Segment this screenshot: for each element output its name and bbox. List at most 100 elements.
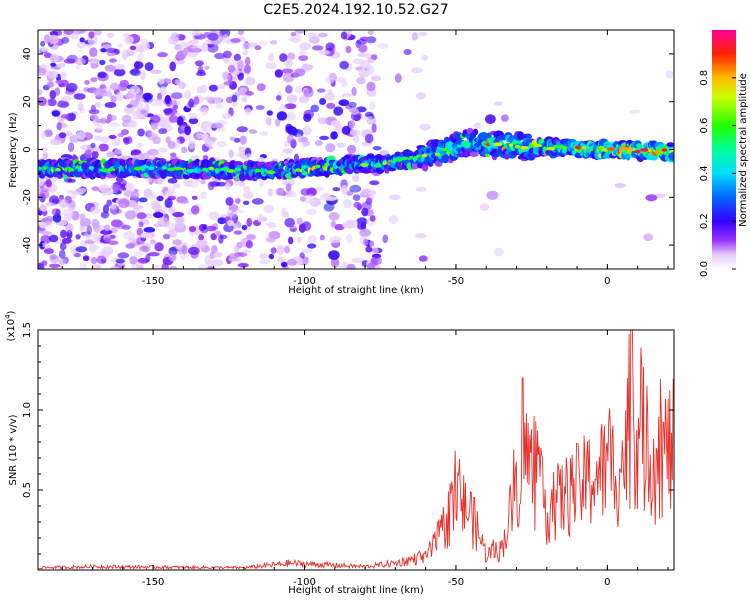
spectrogram-ridge-core xyxy=(619,146,629,151)
spectrogram-noise-blob xyxy=(486,190,499,200)
spectrogram-noise-blob xyxy=(359,228,372,237)
spectrogram-noise-blob xyxy=(285,85,293,94)
spectrogram-noise-blob xyxy=(352,174,360,183)
spectrogram-noise-blob xyxy=(302,125,312,136)
spectrogram-noise-blob xyxy=(112,184,124,193)
spectrogram-noise-blob xyxy=(77,40,86,49)
spectrogram-heatmap xyxy=(38,30,674,269)
spectrogram-noise-blob xyxy=(65,223,74,233)
spectrogram-noise-blob xyxy=(255,105,265,110)
spectrogram-noise-blob xyxy=(94,101,102,108)
spectrogram-noise-blob xyxy=(304,194,316,204)
spectrogram-noise-blob xyxy=(206,225,217,232)
spectrogram-noise-blob xyxy=(45,179,52,188)
spectrogram-noise-blob xyxy=(84,149,92,159)
spectrogram-noise-blob xyxy=(188,117,199,125)
spectrogram-noise-blob xyxy=(157,217,170,227)
spectrogram-noise-blob xyxy=(110,95,117,104)
spectrogram-noise-blob xyxy=(156,92,162,101)
spectrogram-noise-blob xyxy=(133,61,144,69)
spectrogram-noise-blob xyxy=(148,98,159,107)
spectrogram-noise-blob xyxy=(60,114,69,119)
spectrogram-noise-blob xyxy=(236,126,248,133)
spectrogram-noise-blob xyxy=(319,97,327,106)
snr-scale-label: (x104) xyxy=(4,310,17,341)
spectrogram-noise-blob xyxy=(124,35,134,45)
spectrogram-noise-blob xyxy=(303,88,314,98)
spectrogram-noise-blob xyxy=(139,109,149,116)
spectrogram-noise-blob xyxy=(485,114,496,124)
spectrogram-noise-blob xyxy=(188,39,200,45)
spectrogram-noise-blob xyxy=(284,245,291,254)
spectrogram-noise-blob xyxy=(207,181,215,191)
spectrogram-noise-blob xyxy=(364,133,374,144)
spectrogram-noise-blob xyxy=(317,117,329,125)
spectrogram-noise-blob xyxy=(369,101,376,110)
spectrogram-ridge-core xyxy=(434,152,441,157)
spectrogram-noise-blob xyxy=(315,186,325,191)
spectrogram-noise-blob xyxy=(183,90,191,100)
spectrogram-noise-blob xyxy=(167,141,176,149)
spectrogram-noise-blob xyxy=(301,248,313,253)
spectrogram-noise-blob xyxy=(296,236,302,243)
spectrogram-axes: -150 -100 -50 0 -40 -20 0 20 40 xyxy=(22,29,674,287)
spectrogram-noise-blob xyxy=(75,57,86,66)
spectrogram-noise-blob xyxy=(371,123,377,133)
spectrogram-noise-blob xyxy=(186,181,193,186)
spectrogram-noise-blob xyxy=(243,185,251,193)
spectrogram-noise-blob xyxy=(346,263,356,269)
spectrogram-xtick-label: 0 xyxy=(604,276,610,287)
spectrogram-noise-blob xyxy=(96,255,107,264)
spectrogram-noise-blob xyxy=(200,84,207,94)
spectrogram-noise-blob xyxy=(169,61,176,72)
spectrogram-noise-blob xyxy=(88,109,100,115)
spectrogram-noise-blob xyxy=(115,176,124,183)
spectrogram-noise-blob xyxy=(67,189,78,194)
spectrogram-noise-blob xyxy=(142,92,154,101)
spectrogram-noise-blob xyxy=(325,143,336,153)
spectrogram-noise-blob xyxy=(225,96,234,104)
spectrogram-noise-blob xyxy=(189,142,196,148)
spectrogram-ridge-core xyxy=(134,166,142,171)
spectrogram-noise-blob xyxy=(242,49,248,56)
spectrogram-noise-blob xyxy=(140,232,148,239)
spectrogram-noise-blob xyxy=(281,68,294,74)
spectrogram-noise-blob xyxy=(54,87,61,96)
spectrogram-noise-blob xyxy=(188,98,195,108)
spectrogram-noise-blob xyxy=(60,102,70,108)
spectrogram-noise-blob xyxy=(108,134,117,140)
spectrogram-noise-blob xyxy=(276,95,282,101)
spectrogram-ridge-core xyxy=(561,146,568,150)
spectrogram-noise-blob xyxy=(277,256,286,263)
spectrogram-noise-blob xyxy=(411,67,423,74)
spectrogram-noise-blob xyxy=(149,239,156,245)
spectrogram-noise-blob xyxy=(206,266,215,269)
spectrogram-noise-blob xyxy=(372,146,382,151)
spectrogram-noise-blob xyxy=(90,77,98,83)
spectrogram-noise-blob xyxy=(63,30,75,35)
spectrogram-ridge-blob xyxy=(466,127,474,135)
spectrogram-noise-blob xyxy=(288,236,294,245)
spectrogram-noise-blob xyxy=(217,217,226,225)
spectrogram-noise-blob xyxy=(377,43,389,49)
spectrogram-xlabel: Height of straight line (km) xyxy=(288,285,424,296)
spectrogram-noise-blob xyxy=(269,40,278,45)
spectrogram-noise-blob xyxy=(245,240,253,249)
spectrogram-noise-blob xyxy=(106,47,117,53)
spectrogram-noise-blob xyxy=(42,152,48,160)
spectrogram-noise-blob xyxy=(90,114,99,121)
spectrogram-ridge-core xyxy=(360,163,369,167)
spectrogram-noise-blob xyxy=(59,242,67,251)
spectrogram-noise-blob xyxy=(326,102,336,109)
spectrogram-noise-blob xyxy=(501,114,509,122)
spectrogram-noise-blob xyxy=(357,52,368,58)
spectrogram-ridge-core xyxy=(302,165,307,169)
spectrogram-noise-blob xyxy=(286,94,298,103)
spectrogram-noise-blob xyxy=(348,120,355,129)
spectrogram-noise-blob xyxy=(99,59,106,66)
spectrogram-noise-blob xyxy=(156,195,164,202)
spectrogram-noise-blob xyxy=(279,53,288,62)
spectrogram-noise-blob xyxy=(191,195,198,200)
spectrogram-noise-blob xyxy=(110,138,122,146)
spectrogram-noise-blob xyxy=(67,142,75,153)
